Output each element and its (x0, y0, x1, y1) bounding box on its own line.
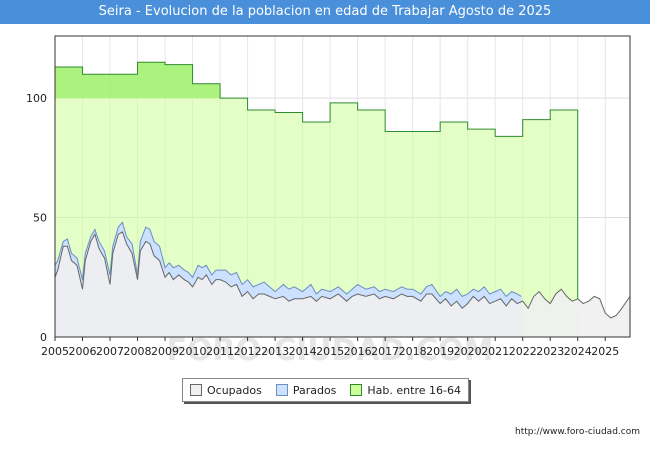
parados-swatch (275, 384, 288, 396)
x-tick-2025: 2025 (591, 345, 619, 358)
hab-line (55, 61, 578, 137)
x-tick-2015: 2015 (316, 345, 344, 358)
y-tick-0: 0 (40, 331, 47, 344)
x-tick-2014: 2014 (289, 345, 317, 358)
x-tick-2009: 2009 (151, 345, 179, 358)
x-axis: 2005 2006 2007 2008 2009 2010 2011 2012 2013 2014… (41, 337, 619, 358)
hab-swatch (350, 384, 363, 396)
hab-area (55, 62, 578, 338)
x-tick-2011: 2011 (206, 345, 234, 358)
y-axis: 0 50 100 (26, 92, 47, 344)
x-tick-2018: 2018 (399, 345, 427, 358)
legend-label-ocupados: Ocupados (206, 383, 262, 397)
ocupados-swatch (189, 384, 202, 396)
y-tick-50: 50 (33, 212, 47, 225)
x-tick-2010: 2010 (179, 345, 207, 358)
x-tick-2012: 2012 (234, 345, 262, 358)
x-tick-2005: 2005 (41, 345, 69, 358)
ocupados-line (54, 231, 631, 319)
x-tick-2023: 2023 (536, 345, 564, 358)
x-tick-2013: 2013 (261, 345, 289, 358)
legend-item-hab: Hab. entre 16-64 (350, 384, 461, 397)
source-url: http://www.foro-ciudad.com (515, 427, 640, 437)
x-tick-2020: 2020 (454, 345, 482, 358)
parados-line (54, 221, 522, 298)
x-tick-2022: 2022 (509, 345, 537, 358)
legend: Ocupados Parados Hab. entre 16-64 (182, 378, 469, 402)
x-tick-2019: 2019 (426, 345, 454, 358)
chart-title: Seira - Evolucion de la poblacion en eda… (0, 0, 650, 24)
x-tick-2024: 2024 (564, 345, 592, 358)
x-tick-2021: 2021 (481, 345, 509, 358)
x-tick-2016: 2016 (344, 345, 372, 358)
ocupados-area (55, 231, 630, 337)
series-areas (54, 61, 631, 338)
x-tick-2017: 2017 (371, 345, 399, 358)
x-tick-2008: 2008 (124, 345, 152, 358)
y-tick-100: 100 (26, 92, 47, 105)
legend-label-parados: Parados (292, 383, 337, 397)
plot-frame (54, 35, 631, 338)
x-tick-2006: 2006 (69, 345, 97, 358)
x-tick-2007: 2007 (96, 345, 124, 358)
legend-item-ocupados: Ocupados (189, 383, 262, 397)
legend-label-hab: Hab. entre 16-64 (367, 383, 461, 397)
legend-item-parados: Parados (275, 383, 337, 397)
hab-area-upper (55, 62, 221, 99)
